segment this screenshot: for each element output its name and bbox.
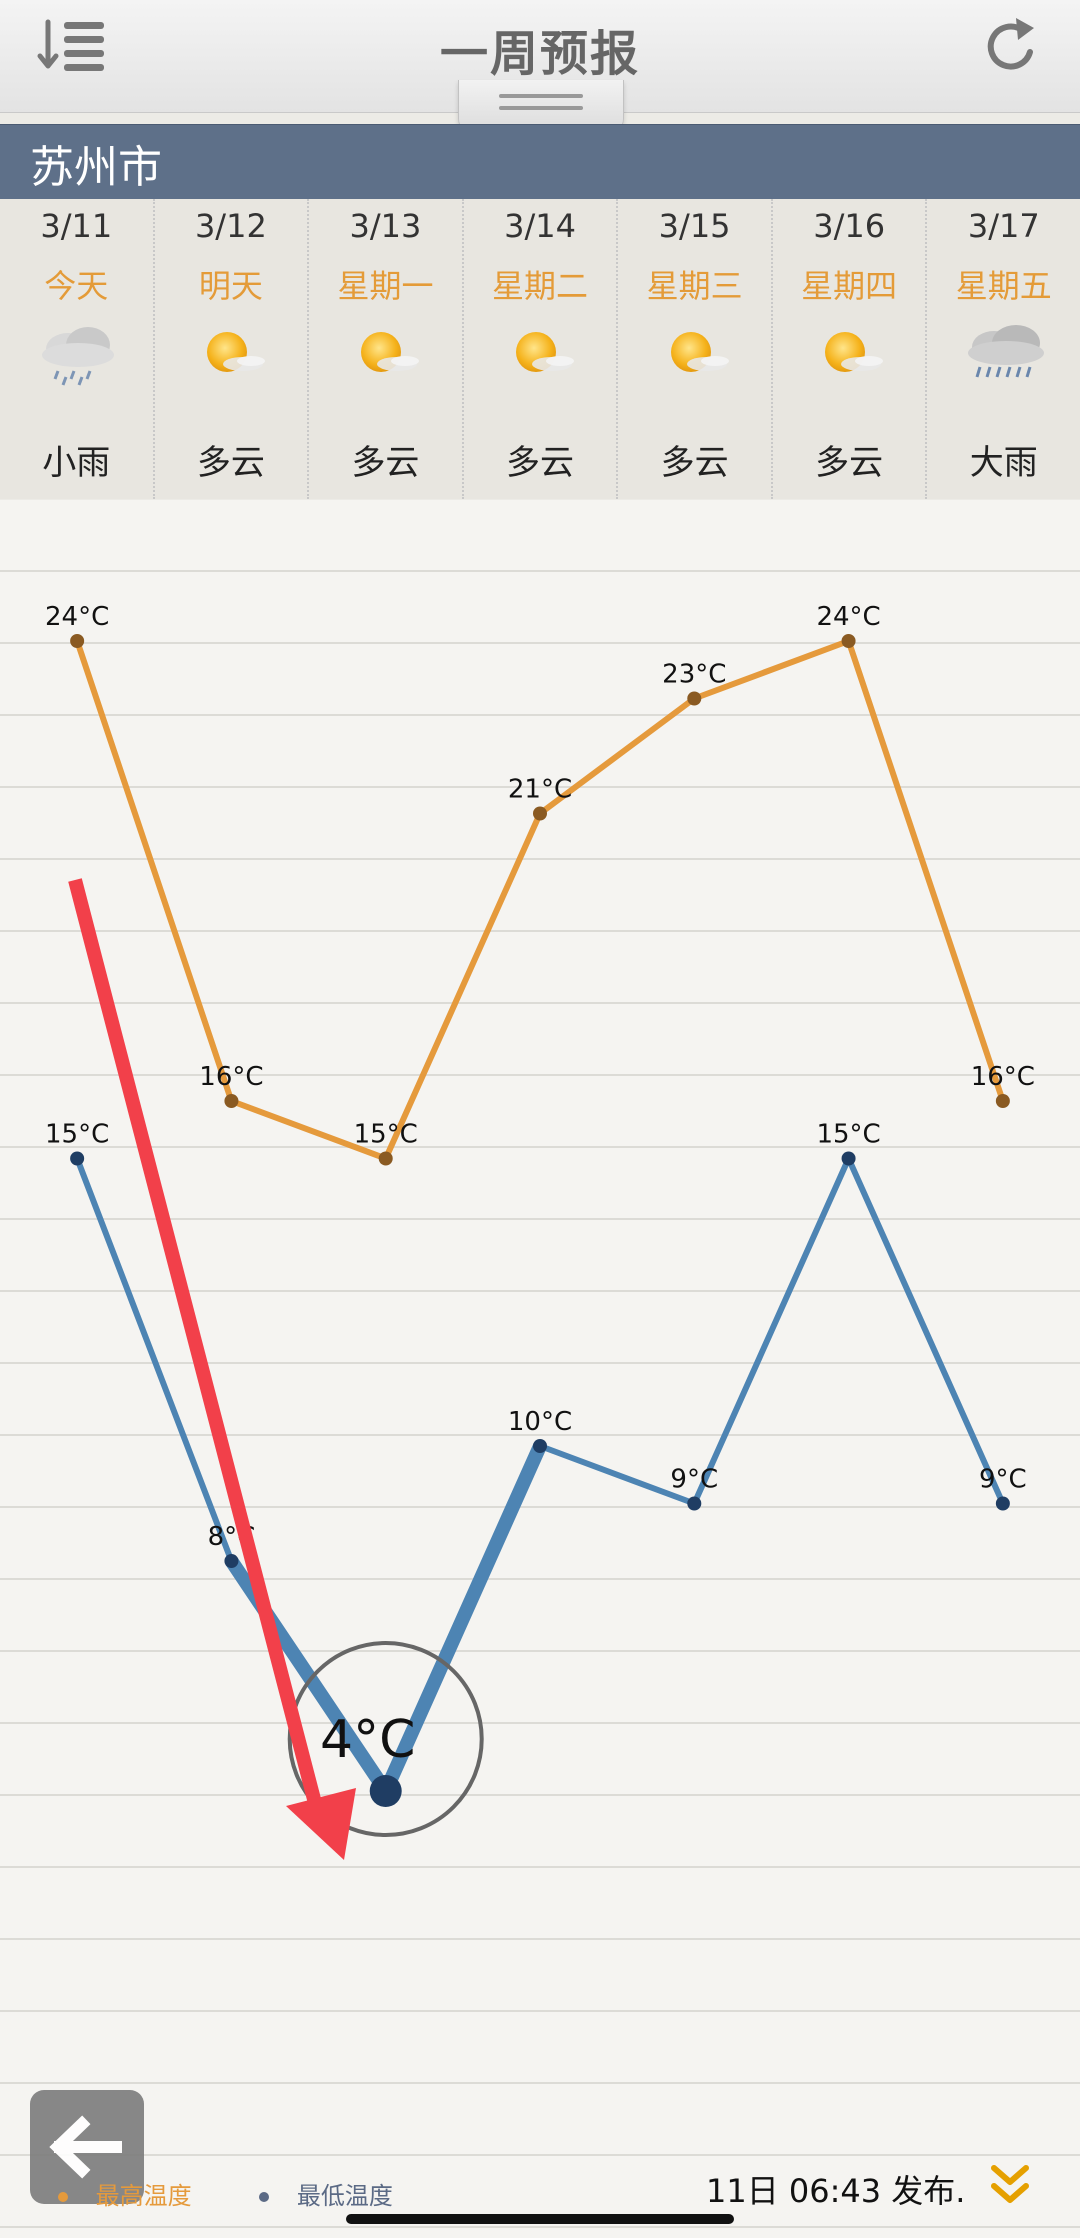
data-point[interactable] <box>841 634 856 648</box>
forecast-date: 3/13 <box>349 207 422 245</box>
forecast-day[interactable]: 3/15 星期三多云 <box>618 199 773 499</box>
partly-cloudy-icon <box>183 319 279 389</box>
menu-list-icon[interactable] <box>34 16 110 76</box>
forecast-date: 3/17 <box>967 207 1040 245</box>
forecast-weekday: 星期二 <box>492 267 589 305</box>
data-label: 15°C <box>45 1120 109 1150</box>
data-label: 16°C <box>971 1062 1035 1092</box>
temperature-chart: 24°C 16°C 15°C 21°C 23°C 24°C 16°C 15°C 8°C 10°C 9… <box>0 500 1080 2238</box>
home-indicator <box>346 2214 734 2224</box>
data-point[interactable] <box>378 1151 393 1166</box>
partly-cloudy-icon <box>337 319 433 389</box>
forecast-condition: 小雨 <box>42 443 111 483</box>
data-point[interactable] <box>995 1094 1010 1108</box>
data-label: 21°C <box>508 775 572 805</box>
forecast-weekday: 明天 <box>198 267 263 305</box>
legend-item-min: 最低温度 <box>259 2176 393 2211</box>
partly-cloudy-icon <box>647 319 743 389</box>
page-title: 一周预报 <box>439 26 640 82</box>
forecast-date: 3/12 <box>194 207 267 245</box>
forecast-condition: 多云 <box>660 443 729 483</box>
series-line-min <box>74 1155 1006 1794</box>
annotation-arrow-head <box>286 1788 356 1860</box>
legend-dot-min <box>259 2192 270 2202</box>
forecast-date: 3/16 <box>813 207 886 245</box>
refresh-icon[interactable] <box>976 12 1046 82</box>
data-label: 24°C <box>45 602 109 632</box>
heavy-rain-icon <box>956 319 1052 389</box>
forecast-condition: 多云 <box>351 443 420 483</box>
annotation-arrow-shaft <box>68 878 329 1832</box>
city-bar: 苏州市 <box>0 124 1080 200</box>
data-point[interactable] <box>224 1094 239 1108</box>
legend-item-max: 最高温度 <box>58 2176 192 2211</box>
legend-dot-max <box>58 2192 68 2202</box>
double-chevron-down-icon[interactable] <box>990 2164 1030 2208</box>
forecast-condition: 多云 <box>815 443 884 483</box>
forecast-day[interactable]: 3/14 星期二多云 <box>464 199 619 499</box>
forecast-condition: 多云 <box>506 443 575 483</box>
forecast-day[interactable]: 3/11 今天小雨 <box>0 199 155 499</box>
data-point[interactable] <box>995 1496 1010 1511</box>
data-point[interactable] <box>687 691 702 706</box>
data-point[interactable] <box>70 634 85 648</box>
data-label: 9°C <box>979 1465 1027 1495</box>
forecast-condition: 大雨 <box>969 443 1038 483</box>
data-point[interactable] <box>224 1554 239 1568</box>
forecast-strip: 3/11 今天小雨 3/12 明天多云 3/13 星期一多云 3/14 星期二多云 3/15 星期… <box>0 199 1080 499</box>
forecast-weekday: 今天 <box>44 267 109 305</box>
partly-cloudy-icon <box>492 319 588 389</box>
back-arrow-icon <box>49 2115 122 2179</box>
forecast-date: 3/11 <box>40 207 113 245</box>
forecast-day[interactable]: 3/17 星期五大雨 <box>927 199 1080 499</box>
data-label: 15°C <box>354 1120 418 1150</box>
temperature-line-chart: 24°C16°C15°C21°C23°C24°C16°C15°C8°C10°C9… <box>45 602 1035 1860</box>
chart-legend: 最高温度 最低温度 <box>58 2176 453 2211</box>
data-point[interactable] <box>369 1775 402 1807</box>
legend-label-max: 最高温度 <box>95 2182 192 2210</box>
forecast-weekday: 星期三 <box>646 267 743 305</box>
highlight-ring <box>287 1641 484 1837</box>
data-point[interactable] <box>533 1439 547 1453</box>
data-point[interactable] <box>70 1151 85 1166</box>
forecast-weekday: 星期四 <box>801 267 898 305</box>
light-rain-icon <box>28 319 124 389</box>
data-point[interactable] <box>687 1496 702 1511</box>
data-label: 16°C <box>199 1062 263 1092</box>
back-button[interactable] <box>30 2090 144 2204</box>
data-point[interactable] <box>841 1151 856 1166</box>
forecast-weekday: 星期五 <box>955 267 1052 305</box>
data-label: 10°C <box>508 1407 572 1437</box>
forecast-day[interactable]: 3/16 星期四多云 <box>773 199 928 499</box>
forecast-day[interactable]: 3/12 明天多云 <box>155 199 310 499</box>
data-label: 23°C <box>662 660 726 690</box>
legend-label-min: 最低温度 <box>296 2182 393 2210</box>
forecast-condition: 多云 <box>196 443 265 483</box>
top-bar: 一周预报 <box>0 0 1080 133</box>
city-name: 苏州市 <box>30 142 162 193</box>
data-point[interactable] <box>533 806 547 821</box>
forecast-date: 3/14 <box>504 207 576 245</box>
partly-cloudy-icon <box>801 319 897 389</box>
data-label: 15°C <box>816 1120 880 1150</box>
published-time: 11日 06:43 发布. <box>706 2172 966 2210</box>
forecast-weekday: 星期一 <box>337 267 434 305</box>
data-label: 24°C <box>816 602 880 632</box>
forecast-day[interactable]: 3/13 星期一多云 <box>309 199 464 499</box>
data-label: 9°C <box>670 1465 718 1495</box>
highlight-label: 4°C <box>320 1710 415 1770</box>
forecast-date: 3/15 <box>658 207 731 245</box>
